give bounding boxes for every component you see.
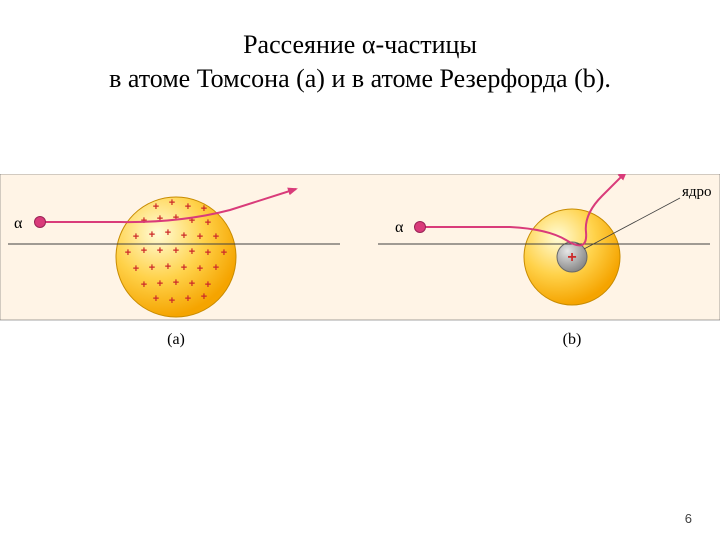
title-line2: в атоме Томсона (a) и в атоме Резерфорда… bbox=[0, 62, 720, 96]
svg-text:+: + bbox=[221, 247, 227, 259]
svg-text:+: + bbox=[165, 227, 171, 239]
svg-text:+: + bbox=[205, 247, 211, 259]
svg-text:+: + bbox=[157, 278, 163, 290]
svg-text:+: + bbox=[185, 201, 191, 213]
svg-text:+: + bbox=[149, 262, 155, 274]
svg-text:+: + bbox=[153, 293, 159, 305]
svg-text:+: + bbox=[201, 203, 207, 215]
svg-text:+: + bbox=[173, 277, 179, 289]
svg-text:+: + bbox=[157, 245, 163, 257]
svg-text:+: + bbox=[149, 229, 155, 241]
svg-text:+: + bbox=[141, 245, 147, 257]
panel-a-alpha-label: α bbox=[14, 215, 23, 232]
svg-text:+: + bbox=[157, 213, 163, 225]
svg-text:+: + bbox=[205, 279, 211, 291]
svg-text:+: + bbox=[189, 278, 195, 290]
nucleus-plus-sign: + bbox=[567, 249, 576, 266]
svg-text:+: + bbox=[213, 262, 219, 274]
svg-text:+: + bbox=[189, 246, 195, 258]
panel-a-caption: (a) bbox=[167, 331, 185, 348]
title: Рассеяние α-частицы в атоме Томсона (a) … bbox=[0, 0, 720, 96]
svg-text:+: + bbox=[133, 231, 139, 243]
svg-text:+: + bbox=[213, 231, 219, 243]
panel-b-caption: (b) bbox=[563, 331, 582, 348]
svg-text:+: + bbox=[141, 279, 147, 291]
panel-b-alpha-label: α bbox=[395, 219, 404, 236]
svg-text:+: + bbox=[165, 261, 171, 273]
scattering-diagram: +++++++++++++++++++++++++++++++++++++ α … bbox=[0, 174, 720, 350]
svg-text:+: + bbox=[169, 295, 175, 307]
nucleus-label: ядро bbox=[682, 184, 712, 200]
svg-text:+: + bbox=[197, 263, 203, 275]
svg-text:+: + bbox=[205, 217, 211, 229]
panel-b-alpha-particle bbox=[415, 222, 426, 233]
page-number: 6 bbox=[685, 511, 692, 526]
svg-text:+: + bbox=[133, 263, 139, 275]
svg-text:+: + bbox=[197, 231, 203, 243]
panel-a-alpha-particle bbox=[35, 217, 46, 228]
title-line1: Рассеяние α-частицы bbox=[0, 28, 720, 62]
svg-text:+: + bbox=[169, 197, 175, 209]
svg-text:+: + bbox=[181, 262, 187, 274]
svg-text:+: + bbox=[201, 291, 207, 303]
svg-text:+: + bbox=[153, 201, 159, 213]
svg-text:+: + bbox=[125, 247, 131, 259]
svg-text:+: + bbox=[181, 230, 187, 242]
svg-text:+: + bbox=[185, 293, 191, 305]
svg-text:+: + bbox=[173, 212, 179, 224]
diagram-svg: +++++++++++++++++++++++++++++++++++++ α … bbox=[0, 174, 720, 350]
svg-text:+: + bbox=[173, 245, 179, 257]
